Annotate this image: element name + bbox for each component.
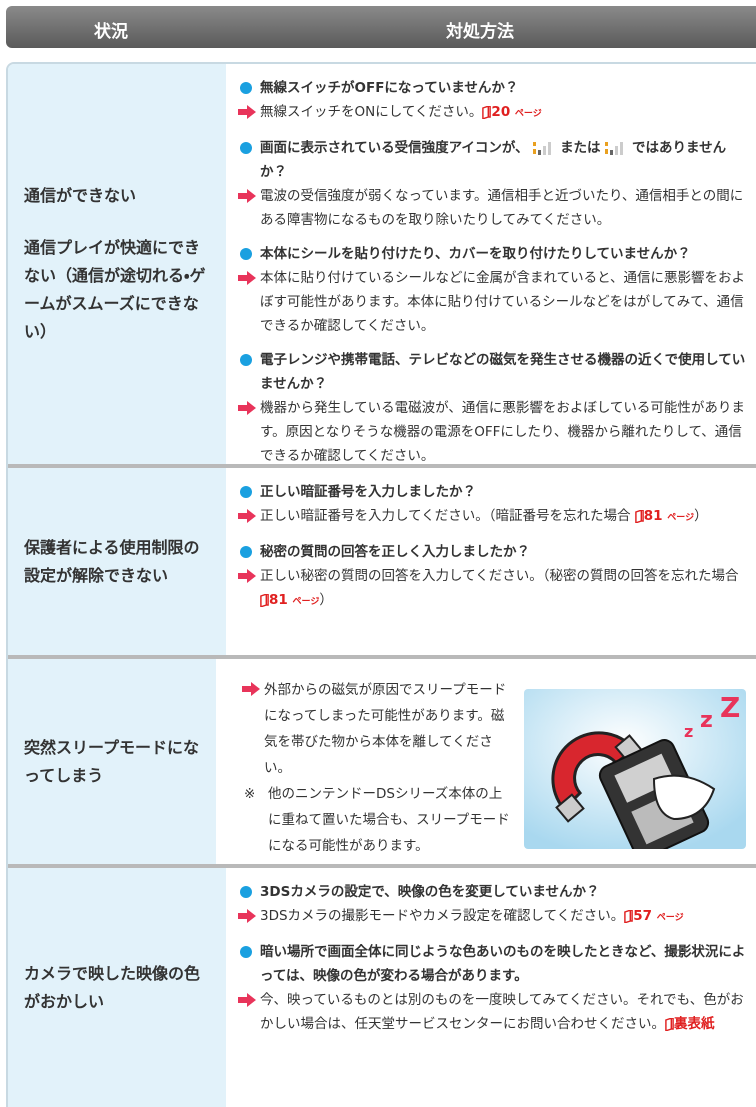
answer-text: 本体に貼り付けているシールなどに金属が含まれていると、通信に悪影響をおよぼす可能… — [260, 270, 746, 334]
question: 本体にシールを貼り付けたり、カバーを取り付けたりしていませんか？ — [240, 242, 746, 266]
answer-text: 今、映っているものとは別のものを一度映してみてください。それでも、色がおかしい場… — [260, 992, 744, 1032]
situation: カメラで映した映像の色がおかしい — [8, 868, 226, 1107]
book-icon — [624, 910, 633, 923]
arrow-icon — [238, 189, 256, 203]
row: 保護者による使用制限の設定が解除できない 正しい暗証番号を入力しましたか？ 正し… — [8, 468, 756, 655]
answer: 3DSカメラの撮影モードやカメラ設定を確認してください。 57 ページ — [240, 904, 746, 930]
zzz: z — [700, 708, 713, 733]
situation-text: 通信ができない — [24, 186, 137, 205]
question: 無線スイッチがOFFになっていませんか？ — [240, 76, 746, 100]
question-text: 画面に表示されている受信強度アイコンが、 — [260, 140, 529, 156]
question: 電子レンジや携帯電話、テレビなどの磁気を発生させる機器の近くで使用していませんか… — [240, 348, 746, 396]
ref-number: 20 — [491, 104, 511, 120]
row: カメラで映した映像の色がおかしい 3DSカメラの設定で、映像の色を変更していませ… — [8, 868, 756, 1107]
page-ref: 裏表紙 — [665, 1016, 715, 1032]
illustration: z z Z — [524, 689, 746, 849]
answer-tail: ） — [319, 592, 333, 608]
note: ※ 他のニンテンドーDSシリーズ本体の上に重ねて置いた場合も、スリープモードになる… — [244, 781, 510, 859]
note-mark: ※ — [244, 786, 256, 802]
zzz: z — [684, 722, 693, 741]
row-separator — [8, 864, 756, 868]
signal-icon — [533, 140, 555, 156]
book-icon — [665, 1018, 674, 1031]
ref-number: 裏表紙 — [674, 1016, 715, 1032]
ref-number: 81 — [643, 508, 663, 524]
answer: 本体に貼り付けているシールなどに金属が含まれていると、通信に悪影響をおよぼす可能… — [240, 266, 746, 338]
header-situation: 状況 — [94, 22, 128, 42]
question: 秘密の質問の回答を正しく入力しましたか？ — [240, 540, 746, 564]
ref-unit: ページ — [667, 513, 695, 523]
answer: 今、映っているものとは別のものを一度映してみてください。それでも、色がおかしい場… — [240, 988, 746, 1036]
header-solution: 対処方法 — [446, 22, 514, 42]
answer-text: 3DSカメラの撮影モードやカメラ設定を確認してください。 — [260, 908, 625, 924]
page-ref: 20 ページ — [482, 104, 542, 120]
table: 通信ができない 通信プレイが快適にできない（通信が途切れる・ゲームがスムーズにで… — [6, 62, 756, 1107]
book-icon — [260, 594, 269, 607]
page-ref: 81 ページ — [260, 592, 319, 608]
answer: 正しい秘密の質問の回答を入力してください。（秘密の質問の回答を忘れた場合 81 … — [240, 564, 746, 614]
answer-text: 外部からの磁気が原因でスリープモードになってしまった可能性があります。磁気を帯び… — [264, 682, 507, 776]
arrow-icon — [238, 105, 256, 119]
solution: 正しい暗証番号を入力しましたか？ 正しい暗証番号を入力してください。（暗証番号を… — [226, 468, 756, 655]
arrow-icon — [238, 271, 256, 285]
arrow-icon — [242, 682, 260, 696]
answer-text: 機器から発生している電磁波が、通信に悪影響をおよぼしている可能性があります。原因… — [260, 400, 745, 464]
arrow-icon — [238, 401, 256, 415]
zzz: Z — [720, 691, 740, 724]
header: 状況 対処方法 — [6, 6, 756, 48]
note-text: 他のニンテンドーDSシリーズ本体の上に重ねて置いた場合も、スリープモードになる可… — [268, 786, 510, 854]
ref-unit: ページ — [656, 913, 684, 923]
answer: 電波の受信強度が弱くなっています。通信相手と近づいたり、通信相手との間にある障害… — [240, 184, 746, 232]
question: 正しい暗証番号を入力しましたか？ — [240, 480, 746, 504]
situation-text: カメラで映した映像の色がおかしい — [24, 963, 201, 1011]
arrow-icon — [238, 509, 256, 523]
arrow-icon — [238, 909, 256, 923]
solution: 3DSカメラの設定で、映像の色を変更していませんか？ 3DSカメラの撮影モードや… — [226, 868, 756, 1107]
situation-text: 突然スリープモードになってしまう — [24, 737, 200, 785]
row: 突然スリープモードになってしまう 外部からの磁気が原因でスリープモードになってし… — [8, 659, 756, 864]
solution-text: 外部からの磁気が原因でスリープモードになってしまった可能性があります。磁気を帯び… — [230, 677, 510, 864]
question: 暗い場所で画面全体に同じような色あいのものを映したときなど、撮影状況によっては、… — [240, 940, 746, 988]
row-separator — [8, 464, 756, 468]
answer-text: 正しい暗証番号を入力してください。（暗証番号を忘れた場合 — [260, 508, 631, 524]
ref-unit: ページ — [514, 109, 542, 119]
situation: 突然スリープモードになってしまう — [8, 659, 216, 864]
answer-text: 正しい秘密の質問の回答を入力してください。（秘密の質問の回答を忘れた場合 — [260, 568, 739, 584]
situation: 通信ができない 通信プレイが快適にできない（通信が途切れる・ゲームがスムーズにで… — [8, 64, 226, 464]
ref-unit: ページ — [292, 597, 320, 607]
situation-text: 通信プレイが快適にできない（通信が途切れる・ゲームがスムーズにできない） — [24, 238, 206, 341]
situation: 保護者による使用制限の設定が解除できない — [8, 468, 226, 655]
ref-number: 81 — [269, 592, 288, 608]
page-ref: 57 ページ — [624, 908, 684, 924]
answer: 外部からの磁気が原因でスリープモードになってしまった可能性があります。磁気を帯び… — [244, 677, 510, 781]
ref-number: 57 — [633, 908, 653, 924]
row: 通信ができない 通信プレイが快適にできない（通信が途切れる・ゲームがスムーズにで… — [8, 64, 756, 464]
solution: 外部からの磁気が原因でスリープモードになってしまった可能性があります。磁気を帯び… — [216, 659, 756, 864]
answer-tail: ） — [694, 508, 708, 524]
arrow-icon — [238, 569, 256, 583]
answer: 無線スイッチをONにしてください。 20 ページ — [240, 100, 746, 126]
answer: 正しい暗証番号を入力してください。（暗証番号を忘れた場合 81 ページ） — [240, 504, 746, 530]
row-separator — [8, 655, 756, 659]
answer: 機器から発生している電磁波が、通信に悪影響をおよぼしている可能性があります。原因… — [240, 396, 746, 468]
book-icon — [635, 510, 644, 523]
question-text: ではありませんか？ — [260, 140, 727, 180]
question-text: または — [560, 140, 601, 156]
signal-icon — [605, 140, 627, 156]
question: 画面に表示されている受信強度アイコンが、 または ではありませんか？ — [240, 136, 746, 184]
arrow-icon — [238, 993, 256, 1007]
situation-text: 保護者による使用制限の設定が解除できない — [24, 537, 200, 585]
page-ref: 81 ページ — [635, 508, 694, 524]
answer-text: 電波の受信強度が弱くなっています。通信相手と近づいたり、通信相手との間にある障害… — [260, 188, 744, 228]
solution: 無線スイッチがOFFになっていませんか？ 無線スイッチをONにしてください。 20… — [226, 64, 756, 464]
question: 3DSカメラの設定で、映像の色を変更していませんか？ — [240, 880, 746, 904]
answer-text: 無線スイッチをONにしてください。 — [260, 104, 483, 120]
